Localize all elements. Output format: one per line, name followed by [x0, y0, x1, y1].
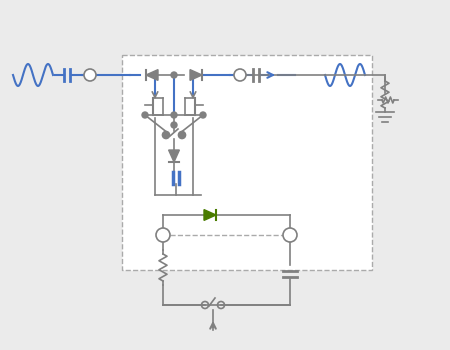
Circle shape [84, 69, 96, 81]
Bar [122, 55, 372, 270]
Polygon shape [146, 70, 158, 80]
Circle shape [171, 72, 177, 78]
Circle shape [179, 132, 185, 138]
Circle shape [163, 132, 169, 138]
Polygon shape [204, 210, 216, 221]
Circle shape [171, 112, 177, 118]
Polygon shape [190, 70, 202, 80]
Circle shape [200, 112, 206, 118]
Circle shape [156, 228, 170, 242]
Circle shape [234, 69, 246, 81]
Circle shape [283, 228, 297, 242]
Circle shape [171, 122, 177, 128]
Circle shape [142, 112, 148, 118]
Polygon shape [169, 150, 180, 162]
